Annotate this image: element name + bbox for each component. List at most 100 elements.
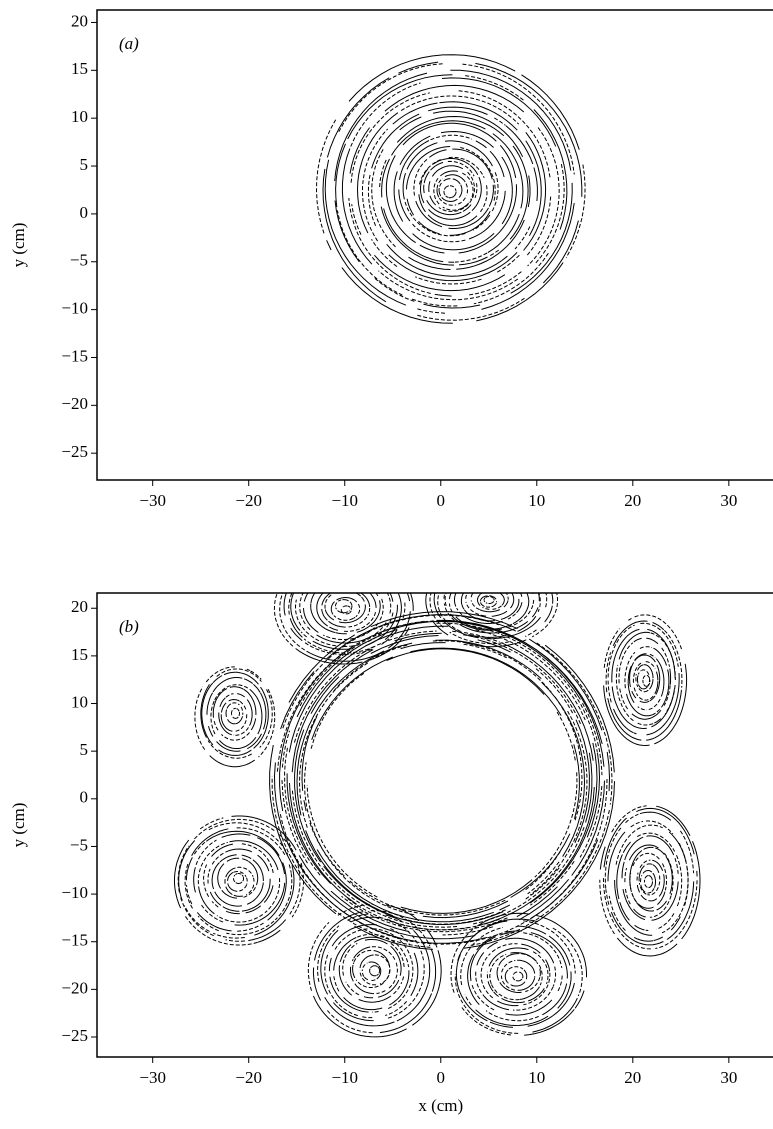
streak bbox=[508, 983, 509, 984]
streak bbox=[243, 877, 244, 881]
streak bbox=[431, 949, 436, 992]
streak bbox=[642, 687, 647, 689]
streak bbox=[364, 604, 365, 612]
streak bbox=[342, 600, 348, 601]
streak bbox=[403, 173, 405, 199]
streak bbox=[380, 993, 432, 1032]
streak bbox=[376, 974, 378, 975]
streak bbox=[527, 569, 547, 609]
streak bbox=[329, 627, 338, 630]
streak bbox=[638, 673, 639, 675]
streak bbox=[649, 881, 653, 887]
streak bbox=[248, 861, 257, 885]
streak bbox=[339, 612, 364, 623]
streak bbox=[432, 166, 463, 177]
streak bbox=[372, 947, 396, 962]
streak bbox=[645, 880, 648, 888]
streak bbox=[453, 179, 460, 184]
streak bbox=[186, 857, 192, 880]
streak bbox=[490, 151, 504, 177]
streak bbox=[634, 733, 637, 734]
streak bbox=[528, 983, 575, 1026]
streak bbox=[382, 159, 390, 197]
streak bbox=[346, 982, 359, 995]
streak bbox=[334, 974, 339, 991]
streak bbox=[356, 569, 393, 602]
panel-label: (b) bbox=[119, 617, 139, 636]
streak bbox=[502, 567, 513, 570]
streak bbox=[492, 611, 507, 616]
y-tick-label: 15 bbox=[71, 645, 88, 664]
streak bbox=[222, 890, 237, 898]
streak bbox=[315, 564, 382, 576]
streak bbox=[225, 849, 252, 852]
streak bbox=[253, 878, 254, 883]
streak bbox=[656, 672, 658, 681]
x-tick-label: −10 bbox=[331, 1068, 358, 1087]
streak bbox=[221, 733, 249, 741]
streak bbox=[641, 670, 649, 676]
streak bbox=[387, 649, 544, 695]
streak bbox=[604, 629, 619, 668]
streak bbox=[310, 563, 381, 573]
streak bbox=[370, 969, 371, 973]
streak bbox=[325, 160, 406, 305]
streak bbox=[401, 96, 519, 124]
streak bbox=[362, 597, 365, 602]
streak bbox=[543, 221, 578, 283]
streak bbox=[336, 600, 342, 606]
streak bbox=[670, 669, 671, 685]
streak bbox=[290, 618, 302, 637]
streak bbox=[237, 709, 240, 712]
streak bbox=[379, 564, 410, 601]
streak bbox=[313, 576, 353, 587]
streak bbox=[232, 703, 239, 705]
x-tick-label: 0 bbox=[437, 1068, 446, 1087]
streak bbox=[331, 584, 347, 588]
streak bbox=[640, 647, 652, 649]
streak bbox=[525, 630, 536, 637]
streak bbox=[487, 574, 522, 586]
streak bbox=[445, 594, 446, 606]
streak bbox=[450, 621, 602, 744]
streak bbox=[622, 862, 624, 878]
streak bbox=[350, 611, 351, 613]
streak bbox=[235, 874, 237, 875]
streak bbox=[455, 253, 487, 262]
streak bbox=[232, 714, 237, 718]
streak bbox=[353, 965, 355, 978]
streak bbox=[227, 704, 231, 709]
streak bbox=[217, 914, 263, 922]
streak bbox=[492, 603, 497, 607]
streak bbox=[451, 566, 525, 578]
streak bbox=[299, 568, 341, 592]
streak bbox=[675, 858, 678, 874]
streak bbox=[370, 973, 376, 976]
streak bbox=[449, 604, 452, 613]
streak bbox=[638, 904, 653, 909]
streak bbox=[277, 621, 444, 772]
streak bbox=[253, 684, 260, 692]
streak bbox=[484, 598, 485, 599]
streak bbox=[330, 977, 369, 1012]
streak bbox=[336, 608, 337, 610]
streak bbox=[213, 689, 227, 718]
streak bbox=[553, 967, 555, 987]
streak bbox=[677, 855, 682, 907]
streak bbox=[645, 876, 648, 879]
streak bbox=[476, 971, 482, 993]
streak bbox=[342, 268, 453, 324]
streak bbox=[489, 185, 493, 207]
streak bbox=[607, 752, 609, 791]
streak bbox=[292, 791, 457, 928]
x-tick-label: 30 bbox=[720, 1068, 737, 1087]
streak bbox=[386, 970, 389, 980]
streak bbox=[448, 161, 474, 176]
streak bbox=[199, 886, 215, 913]
streak bbox=[604, 818, 627, 867]
streak bbox=[217, 742, 241, 752]
streak bbox=[378, 967, 380, 974]
streak bbox=[353, 617, 355, 618]
streak bbox=[530, 840, 598, 919]
streak bbox=[620, 687, 628, 709]
